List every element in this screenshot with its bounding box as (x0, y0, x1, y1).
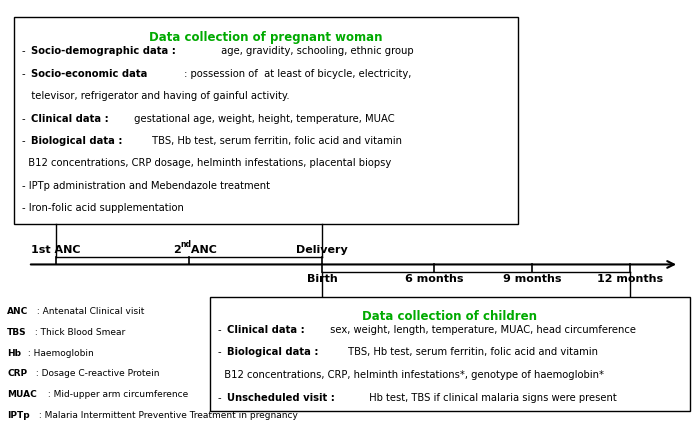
Text: Data collection of children: Data collection of children (363, 310, 538, 322)
Text: TBS, Hb test, serum ferritin, folic acid and vitamin: TBS, Hb test, serum ferritin, folic acid… (345, 347, 598, 357)
Text: Unscheduled visit :: Unscheduled visit : (227, 393, 335, 403)
Text: -: - (218, 393, 225, 403)
Text: : Haemoglobin: : Haemoglobin (25, 349, 94, 358)
Text: TBS, Hb test, serum ferritin, folic acid and vitamin: TBS, Hb test, serum ferritin, folic acid… (149, 136, 402, 146)
Text: televisor, refrigerator and having of gainful activity.: televisor, refrigerator and having of ga… (22, 91, 290, 101)
FancyBboxPatch shape (210, 297, 690, 411)
Text: -: - (218, 325, 225, 335)
FancyBboxPatch shape (14, 17, 518, 224)
Text: CRP: CRP (7, 369, 27, 378)
Text: Data collection of pregnant woman: Data collection of pregnant woman (149, 31, 383, 44)
Text: sex, weight, length, temperature, MUAC, head circumference: sex, weight, length, temperature, MUAC, … (328, 325, 636, 335)
Text: age, gravidity, schooling, ethnic group: age, gravidity, schooling, ethnic group (218, 46, 414, 56)
Text: - IPTp administration and Mebendazole treatment: - IPTp administration and Mebendazole tr… (22, 181, 270, 190)
Text: ANC: ANC (7, 307, 28, 316)
Text: gestational age, weight, height, temperature, MUAC: gestational age, weight, height, tempera… (132, 114, 395, 123)
Text: 2: 2 (174, 245, 181, 255)
Text: -: - (22, 114, 29, 123)
Text: 1st ANC: 1st ANC (32, 245, 80, 255)
Text: 6 months: 6 months (405, 274, 463, 284)
Text: -: - (22, 46, 29, 56)
Text: : Dosage C-reactive Protein: : Dosage C-reactive Protein (33, 369, 160, 378)
Text: Socio-demographic data :: Socio-demographic data : (31, 46, 176, 56)
Text: Hb: Hb (7, 349, 21, 358)
Text: B12 concentrations, CRP, helminth infestations*, genotype of haemoglobin*: B12 concentrations, CRP, helminth infest… (218, 370, 604, 380)
Text: : Malaria Intermittent Preventive Treatment in pregnancy: : Malaria Intermittent Preventive Treatm… (36, 411, 298, 420)
Text: Biological data :: Biological data : (31, 136, 122, 146)
Text: Birth: Birth (307, 274, 337, 284)
Text: ANC: ANC (187, 245, 217, 255)
Text: -: - (22, 69, 29, 79)
Text: Biological data :: Biological data : (227, 347, 318, 357)
Text: MUAC: MUAC (7, 390, 36, 399)
Text: - Iron-folic acid supplementation: - Iron-folic acid supplementation (22, 203, 184, 213)
Text: B12 concentrations, CRP dosage, helminth infestations, placental biopsy: B12 concentrations, CRP dosage, helminth… (22, 158, 392, 168)
Text: 9 months: 9 months (503, 274, 561, 284)
Text: Socio-economic data: Socio-economic data (31, 69, 148, 79)
Text: -: - (218, 347, 225, 357)
Text: nd: nd (180, 240, 191, 249)
Text: : possession of  at least of bicycle, electricity,: : possession of at least of bicycle, ele… (181, 69, 412, 79)
Text: Clinical data :: Clinical data : (227, 325, 305, 335)
Text: : Mid-upper arm circumference: : Mid-upper arm circumference (46, 390, 188, 399)
Text: Delivery: Delivery (296, 245, 348, 255)
Text: : Antenatal Clinical visit: : Antenatal Clinical visit (34, 307, 145, 316)
Text: Hb test, TBS if clinical malaria signs were present: Hb test, TBS if clinical malaria signs w… (366, 393, 617, 403)
Text: Clinical data :: Clinical data : (31, 114, 109, 123)
Text: TBS: TBS (7, 328, 27, 337)
Text: 12 months: 12 months (597, 274, 663, 284)
Text: IPTp: IPTp (7, 411, 29, 420)
Text: : Thick Blood Smear: : Thick Blood Smear (32, 328, 125, 337)
Text: -: - (22, 136, 29, 146)
